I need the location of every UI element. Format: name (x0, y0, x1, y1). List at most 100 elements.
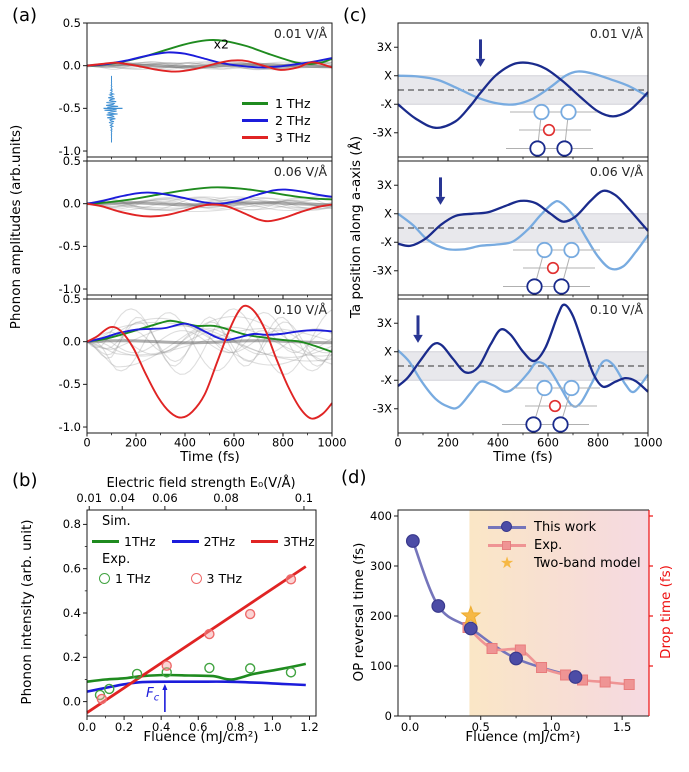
panel-c-ylabel: Ta position along a-axis (Å) (348, 135, 364, 319)
2thz-line-swatch (242, 119, 268, 122)
exp-swatch (488, 538, 526, 552)
ta-atom-icon (553, 278, 570, 295)
legend-label: 1 THz (115, 571, 151, 586)
arrow-head (435, 196, 446, 205)
panel-a-legend: 1 THz 2 THz 3 THz (242, 95, 311, 146)
exp-exp_red-point (161, 660, 172, 671)
field-label-c3: 0.10 V/Å (589, 302, 643, 317)
legend-label: 2THz (203, 534, 236, 549)
this-work-point (405, 534, 420, 548)
tick-label: -X (381, 97, 393, 111)
sim-thz3-line (86, 565, 307, 714)
panel-b: 0.0 0.2 0.4 0.6 0.8 1.0 1.2 0.0 0.2 0.4 0.6 0.8 0.01… (63, 491, 319, 734)
legend-label: 2 THz (275, 113, 311, 128)
tick-label: 3X (377, 178, 392, 192)
top-axis-tick-label: 0.06 (152, 491, 178, 505)
gray-mode-curve (86, 330, 333, 354)
panel-a-subplot-2: 0.5 0.0 -0.5 -1.0 (59, 154, 333, 299)
tick-label: -3X (373, 402, 392, 416)
tick-label: 0 (83, 436, 90, 450)
tick-label: -X (381, 373, 393, 387)
legend-item-this-work: This work (488, 518, 641, 536)
exp-legend-3thz: 3 THz (190, 571, 243, 586)
this-work-marker-icon (501, 521, 512, 532)
tick-label: 1.0 (542, 720, 560, 734)
exp-marker-icon (502, 540, 511, 550)
tick-label: 0.6 (189, 720, 207, 734)
series-2-thz-curve (86, 188, 333, 205)
panel-a-xlabel: Time (fs) (180, 449, 240, 465)
this-work-point (568, 670, 583, 684)
exp-exp_green-point (285, 667, 297, 678)
series-3-thz-curve (86, 202, 333, 223)
gray-mode-curve (86, 195, 333, 213)
ta-lightblue-curve (397, 199, 649, 271)
ta-atom-icon (563, 379, 580, 397)
ta-atom-icon (536, 241, 553, 259)
tick-label: 400 (174, 436, 196, 450)
tick-label: 0.0 (63, 58, 81, 72)
panel-d-xlabel: Fluence (mJ/cm²) (465, 729, 581, 745)
panel-d-label: (d) (341, 467, 367, 488)
tick-label: -0.5 (59, 239, 81, 253)
legend-label: Two-band model (534, 555, 641, 571)
3thz-line-swatch (242, 136, 268, 139)
tick-label: X (384, 345, 392, 359)
tick-label: 0.5 (472, 720, 490, 734)
panel-c-subplot-2: 3X X -X -3X (373, 160, 649, 299)
tick-label: 1.5 (613, 720, 631, 734)
exp-exp_red-point (285, 574, 297, 585)
top-axis-tick-label: 0.08 (213, 491, 239, 505)
legend-label: 1 THz (275, 96, 311, 111)
tick-label: 300 (370, 559, 392, 573)
exp-1thz-circle-swatch (99, 573, 110, 584)
exp-exp_green-point (204, 662, 215, 674)
this-work-point (463, 621, 478, 636)
exp-exp_red-point (204, 628, 215, 640)
tick-label: -3X (373, 264, 392, 278)
fc-f: F (146, 685, 154, 701)
tick-label: -0.5 (59, 101, 81, 115)
tick-label: 600 (223, 436, 245, 450)
field-label-a1: 0.01 V/Å (273, 26, 327, 41)
panel-d-ylabel: OP reversal time (fs) (351, 542, 367, 682)
tick-label: 800 (272, 436, 294, 450)
panel-c-xlabel: Time (fs) (493, 449, 553, 465)
tick-label: X (384, 69, 392, 83)
subplot-frame (86, 160, 333, 296)
legend-label: 3THz (283, 534, 315, 549)
tick-label: 1.2 (300, 720, 318, 734)
tick-label: -1.0 (59, 282, 81, 296)
gray-mode-curve (86, 198, 332, 209)
sim-legend-3thz: 3THz (251, 534, 315, 549)
tick-label: 3X (377, 40, 392, 54)
legend-label: This work (534, 519, 597, 535)
series-3-thz-curve (86, 59, 333, 73)
arrow-head (162, 684, 168, 690)
panel-d: 0.0 0.5 1.0 1.5 0 100 200 300 400 (370, 509, 653, 734)
top-axis-tick-label: 0.1 (295, 491, 313, 505)
tick-label: -0.5 (59, 377, 81, 391)
tick-label: 400 (370, 509, 392, 523)
top-axis-tick-label: 0.04 (109, 491, 135, 505)
tick-label: 0.0 (78, 720, 96, 734)
ta-lightblue-curve (397, 70, 649, 106)
tick-label: 100 (370, 659, 392, 673)
arrow-head (413, 334, 423, 343)
tick-label: 0.2 (63, 650, 81, 664)
exp-exp_green-point (104, 683, 115, 695)
exp-exp_green-point (131, 668, 143, 680)
sim-thz2-line (86, 680, 306, 693)
series-3-thz-curve (86, 304, 333, 420)
ta-atom-icon (529, 140, 546, 157)
tick-label: 600 (537, 436, 559, 450)
panel-c-subplot-1: 3X X -X -3X (373, 22, 649, 161)
legend-label: 3 THz (206, 571, 243, 586)
tick-label: 0.4 (63, 606, 81, 620)
ta-atom-icon (525, 416, 542, 433)
tick-label: 0.0 (63, 334, 81, 348)
lattice-inset (503, 241, 600, 295)
tick-label: -3X (373, 126, 392, 140)
top-axis-tick-label: 0.01 (76, 491, 102, 505)
